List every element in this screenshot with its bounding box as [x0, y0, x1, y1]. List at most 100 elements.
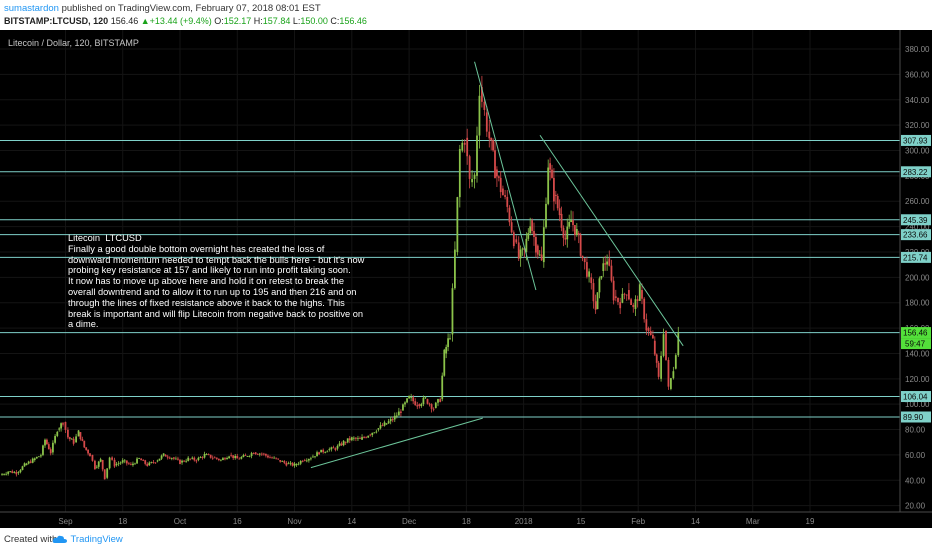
candle-body [58, 428, 61, 430]
up-arrow-icon: ▲ [140, 16, 150, 26]
candle-body [420, 404, 423, 407]
candle-body [387, 421, 390, 424]
candle-body [542, 227, 545, 263]
brand-name: TradingView [70, 534, 123, 545]
candle-body [588, 271, 590, 277]
trendline [310, 417, 483, 469]
candle-body [499, 177, 502, 193]
candle-body [75, 436, 77, 443]
candle-body [373, 432, 376, 434]
candle-body [256, 454, 259, 455]
footer: Created with TradingView [0, 528, 932, 550]
candle-body [476, 135, 478, 176]
candle-body [336, 445, 339, 449]
candle-body [451, 288, 454, 335]
level-labels: 307.93 283.22 245.39 233.66 215.74 156.46 106.… [901, 134, 931, 423]
level-label-bg [901, 251, 931, 263]
tradingview-logo[interactable]: TradingView [52, 534, 123, 545]
candle-body [583, 258, 586, 263]
candle-body [119, 462, 122, 464]
candle-body [115, 464, 118, 466]
chart-title: Litecoin / Dollar, 120, BITSTAMP [8, 38, 139, 48]
candle-body [478, 95, 481, 136]
level-label-bg [901, 214, 931, 226]
price-chart[interactable]: Litecoin / Dollar, 120, BITSTAMP 20.00 40… [0, 30, 932, 528]
candle-body [410, 397, 413, 399]
candle-body [95, 466, 98, 468]
candle-body [113, 459, 116, 467]
candle-body [424, 397, 427, 399]
candle-body [342, 440, 345, 446]
candle-body [246, 456, 249, 457]
candle-body [395, 415, 398, 417]
candle-body [7, 471, 10, 474]
y-tick-label: 140.00 [905, 349, 930, 358]
candle-body [252, 453, 255, 455]
candle-body [21, 466, 24, 470]
candle-body [625, 294, 628, 296]
candle-body [556, 196, 559, 209]
candle-body [79, 432, 82, 440]
candle-body [67, 429, 69, 438]
candle-body [428, 403, 431, 405]
candle-body [117, 463, 120, 465]
candle-body [564, 237, 567, 240]
author-link[interactable]: sumastardon [4, 3, 59, 14]
x-tick-label: 14 [691, 517, 700, 526]
candle-body [27, 461, 30, 464]
candle-body [332, 447, 335, 449]
candle-body [574, 225, 576, 236]
candle-body [228, 456, 230, 459]
candle-body [381, 425, 384, 427]
candle-body [600, 276, 603, 279]
candle-body [136, 458, 138, 464]
candle-body [322, 449, 325, 453]
candle-body [44, 439, 46, 446]
y-tick-label: 380.00 [905, 45, 930, 54]
candle-body [234, 455, 237, 459]
candle-body [72, 438, 75, 444]
candle-body [121, 460, 124, 463]
candle-body [432, 408, 435, 410]
low-value: 150.00 [300, 16, 328, 26]
candle-body [414, 401, 417, 406]
candle-body [318, 452, 320, 455]
candle-body [287, 463, 290, 465]
candle-body [23, 463, 26, 467]
candle-body [592, 283, 595, 302]
candle-body [638, 284, 641, 301]
time-axis[interactable]: Sep 18 Oct 16 Nov 14 Dec 18 2018 15 Feb 14 Mar 19 [58, 517, 815, 526]
candle-body [230, 454, 233, 456]
candle-body [215, 457, 218, 459]
level-label: 307.93 [903, 136, 928, 145]
candle-body [101, 459, 104, 470]
candle-body [242, 455, 245, 457]
candle-body [189, 458, 192, 460]
candle-body [443, 349, 446, 376]
candle-body [400, 411, 402, 413]
candle-body [677, 332, 680, 356]
candle-body [52, 442, 54, 453]
close-value: 156.46 [339, 16, 367, 26]
candle-body [195, 460, 198, 462]
candle-body [365, 437, 368, 439]
candle-body [162, 453, 165, 456]
candle-body [248, 455, 251, 457]
candle-body [606, 261, 608, 265]
candle-body [594, 301, 597, 310]
level-label: 245.39 [903, 216, 928, 225]
candle-body [56, 431, 59, 437]
candle-body [320, 449, 323, 453]
candle-body [154, 462, 157, 464]
candle-body [404, 402, 406, 405]
candle-body [408, 395, 410, 399]
candle-body [604, 263, 607, 265]
candle-body [46, 439, 48, 445]
candle-body [466, 137, 469, 157]
candle-body [158, 458, 161, 461]
candle-body [5, 473, 8, 475]
candle-body [209, 454, 212, 458]
candle-body [244, 455, 247, 456]
candle-body [545, 203, 547, 228]
candle-body [201, 457, 204, 458]
